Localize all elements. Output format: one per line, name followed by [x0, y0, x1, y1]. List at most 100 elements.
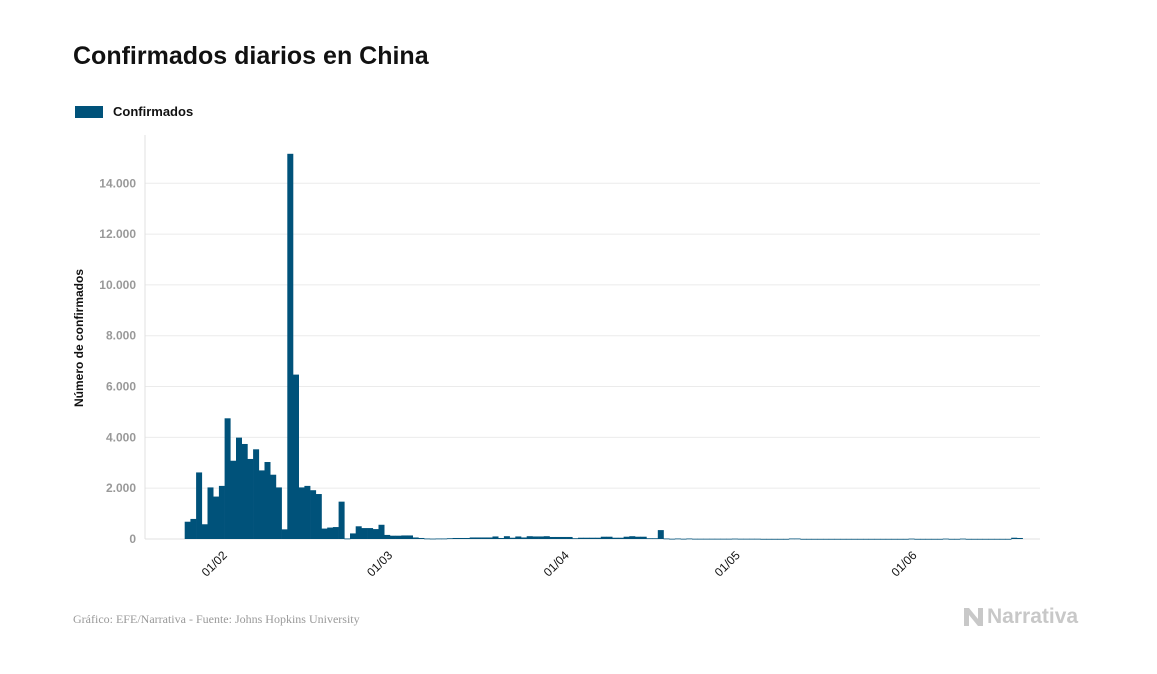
bar	[817, 538, 824, 540]
bar	[344, 538, 351, 540]
bar	[743, 538, 750, 540]
bar	[1011, 537, 1018, 539]
x-tick-label: 01/02	[199, 548, 230, 579]
bar	[931, 538, 938, 540]
x-tick-label: 01/04	[541, 548, 572, 579]
bar	[686, 538, 693, 540]
legend-label: Confirmados	[113, 104, 194, 119]
bar	[566, 536, 573, 539]
bar	[823, 538, 830, 540]
bar	[640, 536, 647, 539]
bar	[595, 537, 602, 539]
bar	[492, 536, 499, 539]
bar	[885, 538, 892, 540]
y-tick-label: 8.000	[106, 329, 136, 343]
bar	[959, 538, 966, 540]
bar	[635, 536, 641, 539]
bar	[908, 538, 915, 540]
chart-title: Confirmados diarios en China	[73, 42, 429, 70]
narrativa-logo: Narrativa	[963, 605, 1078, 629]
y-axis-label: Número de confirmados	[72, 269, 86, 407]
bar	[652, 538, 659, 540]
bar	[395, 535, 402, 539]
x-tick-label: 01/05	[712, 548, 743, 579]
bar	[863, 538, 869, 540]
bar	[401, 535, 408, 539]
bar	[902, 538, 909, 540]
bar	[298, 487, 305, 539]
bar	[737, 538, 744, 540]
bar	[435, 538, 442, 540]
bar	[891, 538, 898, 540]
bar	[515, 536, 522, 539]
bar	[446, 538, 453, 540]
bar	[224, 418, 231, 539]
bar	[196, 472, 203, 539]
bar	[703, 538, 710, 540]
bar	[332, 527, 339, 539]
bar	[623, 536, 630, 539]
bar	[583, 537, 590, 539]
bar	[270, 474, 277, 539]
bar	[697, 538, 704, 540]
bar	[560, 536, 567, 539]
y-tick-label: 6.000	[106, 380, 136, 394]
bar	[657, 530, 664, 539]
bar	[948, 538, 955, 540]
bar	[543, 536, 550, 539]
bar	[503, 536, 510, 539]
bar	[771, 538, 778, 540]
bar	[429, 538, 436, 540]
bar	[241, 443, 248, 539]
bar	[207, 487, 214, 539]
bar	[977, 538, 983, 540]
bar	[840, 538, 847, 540]
bar	[669, 538, 676, 540]
bar	[458, 537, 465, 539]
y-tick-label: 12.000	[99, 227, 136, 241]
bar	[190, 518, 197, 539]
bar	[509, 537, 516, 539]
bar	[304, 485, 311, 539]
bar	[783, 538, 790, 540]
bar	[720, 538, 727, 540]
bar	[521, 537, 527, 539]
y-tick-label: 14.000	[99, 176, 136, 190]
bar	[469, 537, 476, 539]
bar	[578, 537, 584, 539]
bar	[378, 524, 385, 539]
bar	[749, 538, 755, 540]
x-tick-label: 01/03	[364, 548, 395, 579]
bar	[880, 538, 887, 540]
bar	[1016, 537, 1023, 539]
bar	[982, 538, 989, 540]
bar	[310, 490, 317, 539]
bar	[709, 538, 716, 540]
bar	[663, 538, 670, 540]
bar	[692, 538, 698, 540]
bar	[258, 470, 265, 539]
narrativa-logo-icon	[964, 608, 983, 626]
bar	[538, 536, 545, 539]
bar	[355, 526, 362, 539]
bar	[629, 536, 636, 539]
bar	[965, 538, 972, 540]
bar	[971, 538, 978, 540]
bar	[555, 536, 562, 539]
bar	[806, 538, 812, 540]
bar	[184, 521, 191, 539]
bar	[777, 538, 784, 540]
bar	[498, 537, 505, 539]
bar	[287, 153, 294, 539]
bar	[201, 524, 208, 539]
bar	[714, 538, 721, 540]
y-tick-label: 0	[129, 532, 136, 546]
bar	[954, 538, 961, 540]
bar	[424, 538, 431, 540]
legend: Confirmados	[75, 104, 193, 119]
bar	[321, 528, 328, 539]
bar	[914, 538, 921, 540]
logo-text: Narrativa	[987, 605, 1079, 628]
bar	[361, 528, 368, 539]
